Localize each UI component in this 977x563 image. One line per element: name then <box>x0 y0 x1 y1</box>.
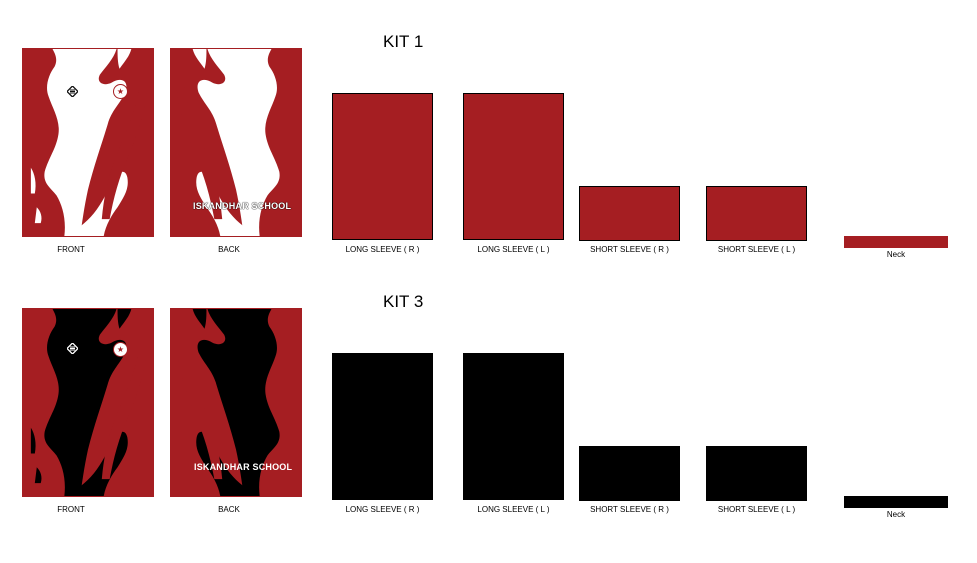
brand-logo-icon <box>67 343 78 354</box>
front-label: FRONT <box>57 245 85 254</box>
splash-pattern <box>30 309 148 496</box>
splash-pattern <box>176 309 280 496</box>
school-name: ISKANDHAR SCHOOL <box>193 201 292 211</box>
back-panel: ISKANDHAR SCHOOL <box>170 48 302 237</box>
front-label: FRONT <box>57 505 85 514</box>
short-sleeve-right-label: SHORT SLEEVE ( R ) <box>590 505 669 514</box>
neck-label: Neck <box>886 510 906 519</box>
long-sleeve-right-label: LONG SLEEVE ( R ) <box>345 245 420 254</box>
splash-pattern <box>176 49 280 236</box>
short-sleeve-left <box>706 446 807 501</box>
back-label: BACK <box>218 245 240 254</box>
brand-logo-icon <box>67 86 78 97</box>
back-label: BACK <box>218 505 240 514</box>
long-sleeve-right <box>332 353 433 500</box>
kit-title: KIT 1 <box>383 32 424 51</box>
long-sleeve-left <box>463 353 564 500</box>
long-sleeve-left <box>463 93 564 240</box>
short-sleeve-left-label: SHORT SLEEVE ( L ) <box>717 245 796 254</box>
neck-label: Neck <box>886 250 906 259</box>
long-sleeve-right <box>332 93 433 240</box>
short-sleeve-right <box>579 446 680 501</box>
short-sleeve-left-label: SHORT SLEEVE ( L ) <box>717 505 796 514</box>
short-sleeve-left <box>706 186 807 241</box>
neck-piece <box>844 236 948 248</box>
long-sleeve-left-label: LONG SLEEVE ( L ) <box>477 245 550 254</box>
long-sleeve-left-label: LONG SLEEVE ( L ) <box>477 505 550 514</box>
short-sleeve-right <box>579 186 680 241</box>
kit-title: KIT 3 <box>383 292 424 311</box>
neck-piece <box>844 496 948 508</box>
front-panel: ★ <box>22 48 154 237</box>
school-name: ISKANDHAR SCHOOL <box>194 462 293 472</box>
front-panel: ★ <box>22 308 154 497</box>
star-badge-icon: ★ <box>113 84 128 99</box>
back-panel: ISKANDHAR SCHOOL <box>170 308 302 497</box>
short-sleeve-right-label: SHORT SLEEVE ( R ) <box>590 245 669 254</box>
splash-pattern <box>30 49 148 236</box>
long-sleeve-right-label: LONG SLEEVE ( R ) <box>345 505 420 514</box>
star-badge-icon: ★ <box>113 342 128 357</box>
